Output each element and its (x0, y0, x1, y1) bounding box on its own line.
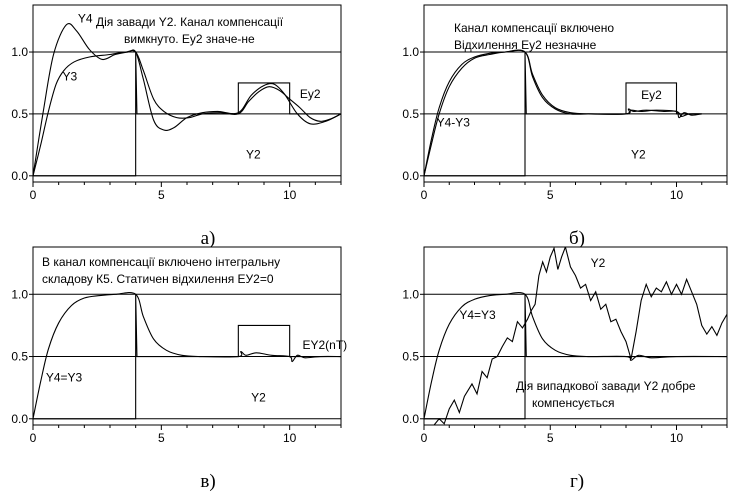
y-tick-label: 1.0 (402, 45, 419, 59)
y-tick-label: 0.5 (11, 107, 28, 121)
series-label: Y2 (251, 390, 266, 404)
panel-caption: б) (569, 228, 585, 249)
series-line (424, 292, 727, 419)
series-label: Y4=Y3 (46, 370, 83, 384)
y-tick-label: 1.0 (11, 287, 28, 301)
x-tick-label: 0 (421, 431, 428, 445)
annotation-text: вимкнуто. Ey2 значе-не (124, 32, 255, 46)
x-tick-label: 0 (30, 188, 37, 202)
y-tick-label: 0.5 (402, 350, 419, 364)
series-group (33, 292, 341, 420)
series-label: EY2(nT) (303, 338, 348, 352)
chart-panel-g: 0.0 0.5 1.0 0 5 10 Y2 Y4=Y3 Дія випадкової завад… (402, 246, 728, 492)
y-tick-label: 1.0 (402, 287, 419, 301)
series-line (33, 292, 341, 419)
series-line (33, 22, 341, 176)
x-tick-label: 5 (158, 188, 165, 202)
y-tick-label: 1.0 (11, 45, 28, 59)
x-tick-label: 10 (283, 188, 297, 202)
series-label: Ey2 (300, 87, 321, 101)
series-line (433, 247, 727, 425)
series-label: Y2 (591, 256, 606, 270)
series-label: Y2 (246, 147, 261, 161)
annotation-text: компенсується (532, 396, 614, 410)
x-tick-label: 0 (30, 431, 37, 445)
series-label: Y4 (78, 11, 93, 25)
annotation-text: Відхилення Ey2 незначне (454, 38, 597, 52)
series-line (33, 50, 341, 176)
x-tick-label: 5 (547, 188, 554, 202)
panel-caption: а) (201, 228, 216, 249)
chart-panel-v: 0.0 0.5 1.0 0 5 10 Y4=Y3 EY2(nT) Y2 В канал компе… (11, 246, 348, 492)
chart-panel-b: 0.0 0.5 1.0 0 5 10 Y4-Y3 Ey2 Y2 Канал компенсації… (402, 4, 728, 249)
y-tick-label: 0.0 (402, 412, 419, 426)
annotation-text: В канал компенсації включено інтегральну (42, 255, 280, 269)
series-label: Y2 (631, 147, 646, 161)
x-tick-label: 5 (547, 431, 554, 445)
series-group (424, 247, 727, 425)
x-tick-label: 5 (158, 431, 165, 445)
series-group (424, 49, 702, 177)
annotation-text: Дія випадкової завади Y2 добре (516, 379, 696, 393)
y-tick-label: 0.0 (402, 169, 419, 183)
x-tick-label: 10 (283, 431, 297, 445)
y-tick-label: 0.5 (11, 350, 28, 364)
series-line (424, 49, 702, 176)
series-label: Y3 (63, 70, 78, 84)
x-tick-label: 10 (670, 431, 684, 445)
annotation-text: Канал компенсації включено (454, 21, 614, 35)
panel-caption: г) (570, 471, 584, 492)
series-label: Y4-Y3 (437, 115, 471, 129)
x-tick-label: 10 (670, 188, 684, 202)
series-label: Ey2 (641, 88, 662, 102)
chart-panel-a: 0.0 0.5 1.0 0 5 10 Y4 Y3 Ey2 Y2 Дія завади Y2. Кан… (11, 4, 342, 249)
series-group (33, 22, 341, 177)
y-tick-label: 0.5 (402, 107, 419, 121)
y-tick-label: 0.0 (11, 412, 28, 426)
y-tick-label: 0.0 (11, 169, 28, 183)
annotation-text: Дія завади Y2. Канал компенсації (96, 15, 284, 29)
x-tick-label: 0 (421, 188, 428, 202)
series-label: Y4=Y3 (459, 308, 496, 322)
panel-caption: в) (200, 471, 215, 492)
annotation-text: складову К5. Статичен відхилення ЕУ2=0 (42, 272, 274, 286)
